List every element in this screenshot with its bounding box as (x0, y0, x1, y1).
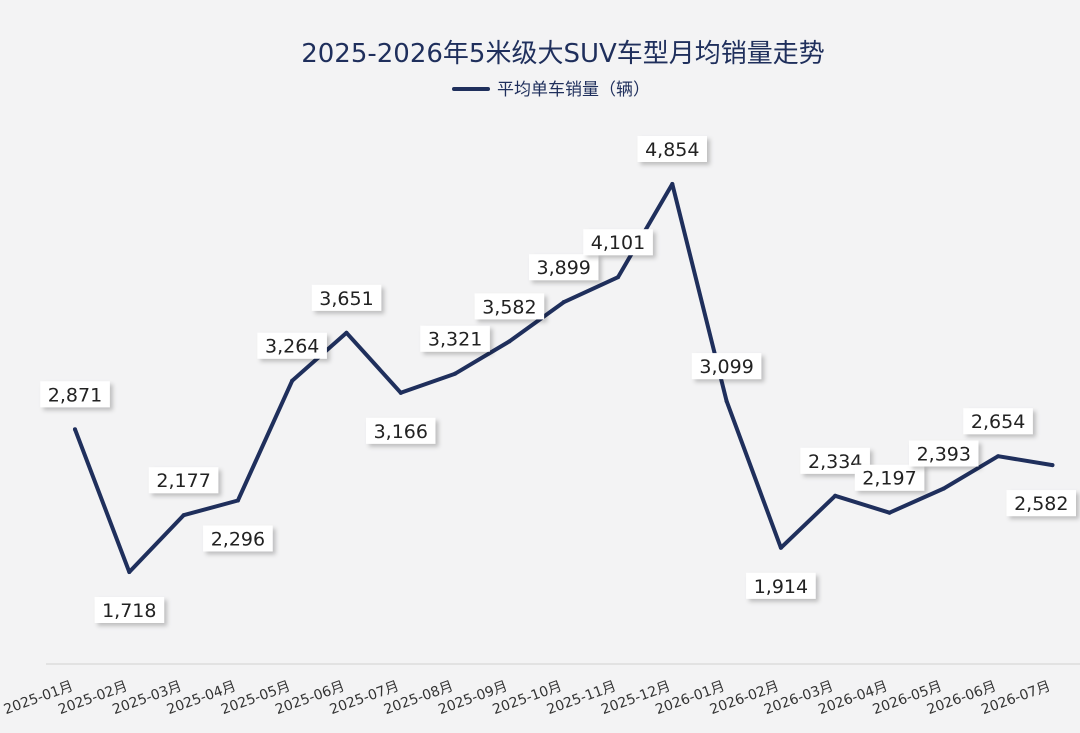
data-label-box (257, 332, 327, 359)
data-label-box (691, 353, 762, 380)
data-label: 3,264 (265, 336, 319, 358)
data-label-box (420, 325, 490, 352)
legend-label: 平均单车销量（辆） (497, 80, 650, 100)
data-point (996, 454, 1001, 459)
data-label-box (963, 408, 1033, 435)
data-label: 4,854 (645, 139, 699, 161)
data-point (778, 545, 783, 550)
plot-area: 2,871 1,718 2,177 2,296 3,264 3,651 3,166 3,321… (2, 136, 1076, 718)
chart-title: 2025-2026年5米级大SUV车型月均销量走势 (301, 39, 825, 69)
data-label: 2,582 (1014, 493, 1068, 515)
data-label: 2,654 (971, 411, 1025, 433)
data-label-box (474, 293, 545, 320)
data-label-box (854, 464, 925, 491)
data-label: 2,871 (48, 384, 102, 406)
data-point (290, 378, 295, 383)
data-label: 3,582 (482, 296, 536, 318)
data-point (453, 371, 458, 376)
data-label: 1,914 (754, 576, 808, 598)
data-point (1050, 463, 1055, 468)
data-label-box (583, 229, 653, 256)
data-point (941, 486, 946, 491)
data-label-box (40, 381, 110, 408)
data-label-box (203, 525, 273, 552)
data-point (507, 339, 512, 344)
data-point (398, 390, 403, 395)
data-label: 2,393 (917, 444, 971, 466)
data-label-box (94, 597, 165, 623)
data-label-box (637, 136, 707, 162)
data-point (561, 300, 566, 305)
data-label-box (909, 440, 979, 467)
data-point (181, 513, 186, 518)
data-label-box (311, 284, 382, 311)
data-label: 3,651 (319, 288, 373, 310)
data-label: 3,099 (699, 356, 753, 378)
data-label: 3,321 (428, 329, 482, 351)
data-label: 3,166 (374, 421, 428, 443)
data-point (724, 399, 729, 404)
data-label: 2,177 (156, 470, 210, 492)
data-label: 2,296 (211, 529, 265, 551)
data-point (344, 330, 349, 335)
data-label-box (746, 572, 816, 599)
data-point (887, 510, 892, 515)
series-line (73, 182, 1055, 574)
legend: 平均单车销量（辆） (452, 80, 650, 100)
data-label-box (148, 467, 219, 494)
data-label: 3,899 (536, 257, 590, 279)
data-point (73, 427, 77, 432)
data-label: 1,718 (102, 600, 156, 622)
data-point (127, 570, 132, 574)
data-point (235, 498, 240, 503)
data-point (670, 182, 675, 186)
data-point (616, 275, 620, 280)
data-label: 2,334 (808, 451, 862, 473)
data-label-box (529, 254, 599, 281)
data-label-box (1006, 490, 1076, 517)
data-label-box (366, 417, 436, 444)
data-point (833, 493, 838, 498)
data-label: 2,197 (862, 468, 916, 490)
data-label: 4,101 (591, 232, 645, 254)
